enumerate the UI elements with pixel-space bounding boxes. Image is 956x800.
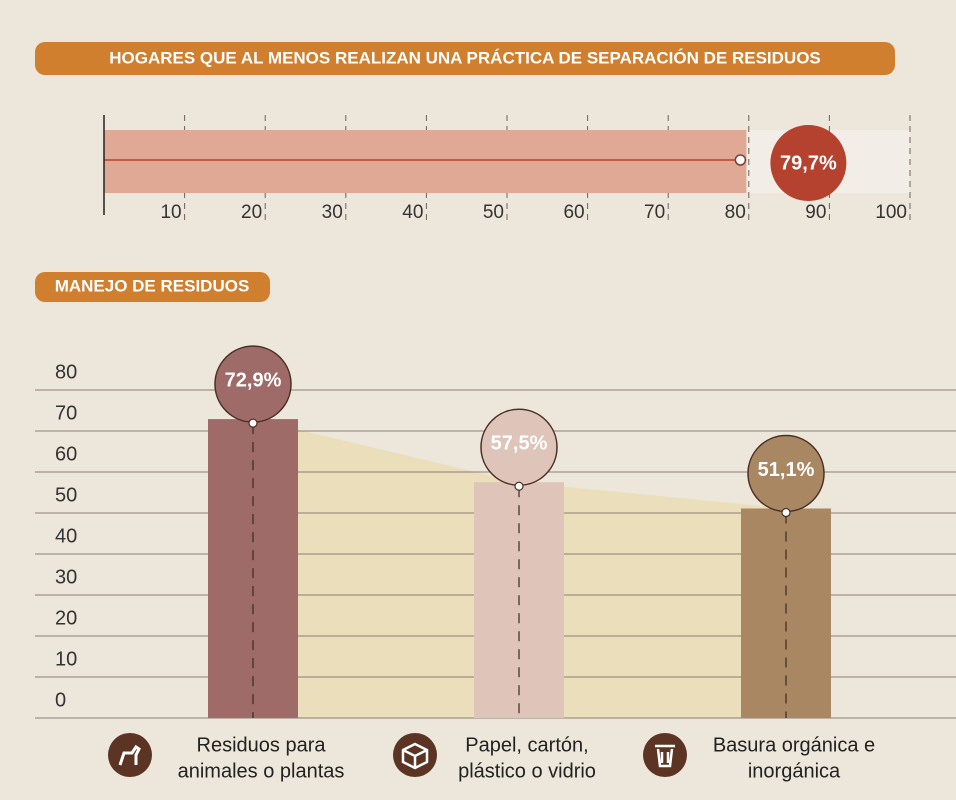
y-tick-label: 0 [55,689,66,711]
value-label: 72,9% [225,369,282,391]
y-tick-label: 60 [55,443,77,465]
bar [104,130,747,193]
value-label: 51,1% [758,459,815,481]
x-tick-label: 100 [875,202,907,223]
icon [108,733,152,777]
y-tick-label: 20 [55,607,77,629]
y-tick-label: 70 [55,402,77,424]
x-tick-label: Papel, cartón, [465,734,588,756]
x-tick-label: Residuos para [197,734,327,756]
x-tick-label: plástico o vidrio [458,760,596,782]
x-tick-label: Basura orgánica e [713,734,875,756]
bar-top-dot [781,507,791,518]
y-tick-label: 30 [55,566,77,588]
x-tick-label: 40 [402,202,423,223]
chart-title: MANEJO DE RESIDUOS [55,276,250,295]
x-tick-label: 70 [644,202,665,223]
x-tick-label: 30 [322,202,343,223]
y-tick-label: 80 [55,361,77,383]
value-label: 57,5% [491,433,548,455]
value-badge [770,125,847,201]
y-tick-label: 50 [55,484,77,506]
x-tick-label: 20 [241,202,262,223]
x-tick-label: 50 [483,202,504,223]
icon [393,733,437,777]
title-pill [35,272,270,302]
x-tick-label: 60 [563,202,584,223]
bar-top-dot [514,481,524,491]
x-tick-label: 80 [725,202,746,223]
icon [643,733,687,777]
bar-end-dot [734,154,747,166]
y-tick-label: 40 [55,525,77,547]
chart-title: HOGARES QUE AL MENOS REALIZAN UNA PRÁCTI… [109,48,821,67]
y-tick-label: 10 [55,648,77,670]
bar-top-dot [248,418,258,428]
value-label: 79,7% [780,152,837,174]
x-tick-label: 90 [805,202,826,223]
x-tick-label: 10 [160,202,181,223]
x-tick-label: inorgánica [748,760,841,782]
title-pill [35,42,895,75]
x-tick-label: animales o plantas [178,760,345,782]
